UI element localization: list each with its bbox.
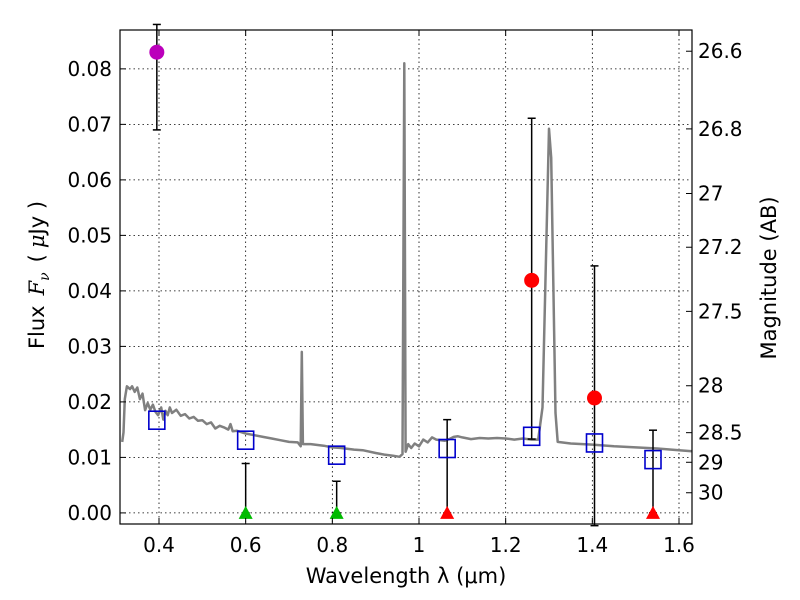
model-flux-square: [522, 426, 541, 447]
y-tick-label: 0.06: [67, 168, 112, 192]
y-tick-label: 0.03: [67, 334, 112, 358]
model-flux-square: [585, 433, 604, 453]
model-flux-square: [438, 438, 456, 459]
y-axis-label-subscript: ν: [37, 272, 53, 281]
x-tick-label: 0.8: [316, 533, 348, 557]
x-axis-label: Wavelength λ (μm): [306, 564, 507, 588]
x-tick-label: 1.4: [576, 533, 608, 557]
y-axis-label-open: (: [25, 254, 49, 262]
y2-tick-label: 27.5: [698, 299, 743, 323]
model-flux-square: [236, 430, 255, 450]
y-axis-label-symbol: F: [25, 279, 49, 296]
model-flux-square: [148, 410, 166, 431]
x-tick-label: 1: [413, 533, 426, 557]
y-tick-label: 0.02: [67, 390, 112, 414]
grid-lines: [120, 30, 692, 524]
upper-limit-triangle: [329, 505, 344, 519]
y2-tick-label: 28: [698, 374, 723, 398]
y-tick-label: 0.08: [67, 57, 112, 81]
y-axis-label-mu: μ: [25, 234, 49, 248]
y2-tick-label: 28.5: [698, 421, 743, 445]
x-tick-label: 0.4: [143, 533, 175, 557]
axis-ticks: 0.4 0.6 0.8 1 1.2 1.4 1.6 0.00 0.01 0.02 0.03 0.04 0…: [67, 30, 743, 557]
y2-tick-label: 29: [698, 450, 723, 474]
y2-axis-label: Magnitude (AB): [757, 196, 781, 359]
x-tick-label: 1.2: [490, 533, 522, 557]
y2-tick-label: 26.6: [698, 39, 743, 63]
y-tick-label: 0.05: [67, 223, 112, 247]
detection-point: [149, 44, 165, 60]
detection-point: [524, 272, 540, 288]
upper-limit-triangle: [646, 505, 660, 519]
y-tick-label: 0.01: [67, 445, 112, 469]
y2-tick-label: 27.2: [698, 235, 743, 259]
x-tick-label: 0.6: [230, 533, 262, 557]
detection-point: [587, 390, 602, 406]
y-tick-label: 0.04: [67, 279, 112, 303]
y-tick-label: 0.00: [67, 501, 112, 525]
sed-spectrum-line: [120, 62, 693, 459]
y2-tick-label: 26.8: [698, 117, 743, 141]
upper-limit-triangle: [238, 505, 253, 519]
y2-tick-label: 27: [698, 181, 723, 205]
upper-limit-triangle: [440, 505, 455, 519]
model-flux-square: [327, 445, 346, 465]
y-tick-label: 0.07: [67, 112, 112, 136]
markers-layer: [148, 44, 662, 519]
y2-tick-label: 30: [698, 481, 723, 505]
sed-spectrum-layer: [120, 62, 693, 459]
model-flux-square: [644, 449, 662, 470]
y-axis-label-text: Flux: [25, 305, 49, 349]
y-axis-label-unit: Jy ): [25, 201, 49, 237]
y-axis-label: Flux Fν ( μJy ): [25, 201, 53, 349]
plot-frame: [119, 29, 693, 525]
x-tick-label: 1.6: [663, 533, 695, 557]
